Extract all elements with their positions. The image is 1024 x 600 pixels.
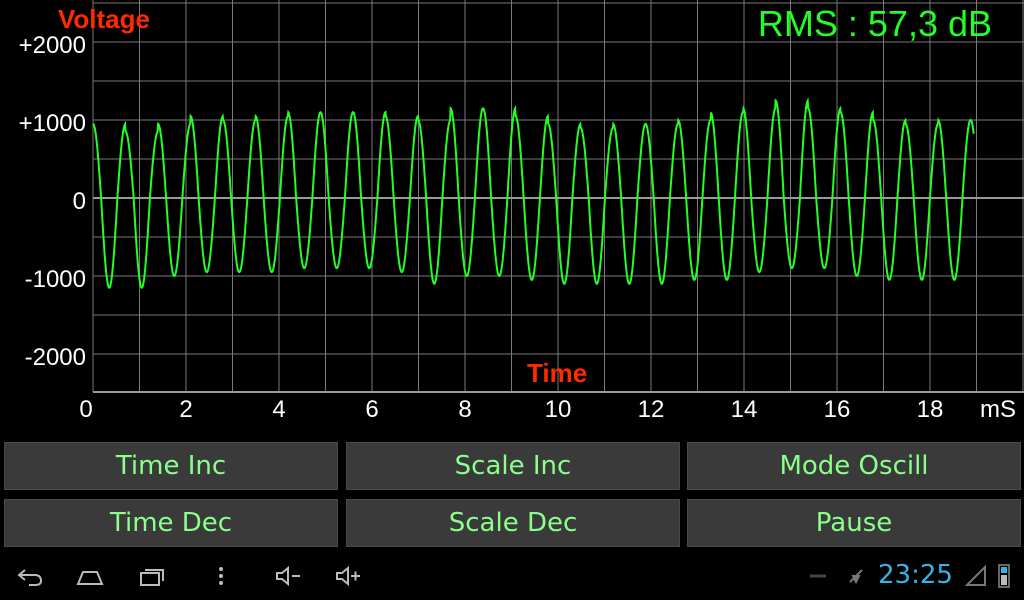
x-tick-label: 4 bbox=[272, 396, 286, 423]
battery-icon bbox=[986, 560, 1022, 592]
oscilloscope-display: Voltage Time RMS : 57,3 dB +2000 +1000 0… bbox=[18, 0, 1024, 423]
scale-inc-button[interactable]: Scale Inc bbox=[346, 442, 680, 490]
mode-button[interactable]: Mode Oscill bbox=[687, 442, 1021, 490]
x-tick-label: 6 bbox=[365, 396, 379, 423]
y-tick-label: -2000 bbox=[24, 344, 86, 371]
x-tick-label: 16 bbox=[823, 396, 851, 423]
home-icon[interactable] bbox=[72, 560, 108, 592]
y-tick-label: -1000 bbox=[24, 266, 86, 293]
system-navigation-bar: 23:25 bbox=[0, 552, 1024, 600]
wifi-off-icon bbox=[838, 560, 874, 592]
pause-button[interactable]: Pause bbox=[687, 499, 1021, 547]
y-tick-label: 0 bbox=[72, 188, 86, 215]
status-clock: 23:25 bbox=[878, 560, 953, 590]
y-axis-title: Voltage bbox=[58, 4, 150, 34]
x-axis-title: Time bbox=[527, 358, 588, 388]
x-tick-label: 12 bbox=[637, 396, 665, 423]
x-tick-label: 2 bbox=[179, 396, 193, 423]
signal-trace bbox=[92, 97, 975, 290]
x-tick-label: 14 bbox=[730, 396, 758, 423]
y-tick-label: +2000 bbox=[18, 32, 86, 59]
usb-icon bbox=[800, 560, 836, 592]
time-inc-button[interactable]: Time Inc bbox=[4, 442, 338, 490]
menu-icon[interactable] bbox=[203, 560, 239, 592]
x-tick-label: 8 bbox=[458, 396, 472, 423]
x-tick-label: 18 bbox=[916, 396, 944, 423]
scope-chart bbox=[92, 0, 1024, 393]
scale-dec-button[interactable]: Scale Dec bbox=[346, 499, 680, 547]
time-dec-button[interactable]: Time Dec bbox=[4, 499, 338, 547]
x-unit-label: mS bbox=[980, 396, 1016, 423]
recent-apps-icon[interactable] bbox=[134, 560, 170, 592]
x-tick-label: 0 bbox=[79, 396, 93, 423]
y-tick-label: +1000 bbox=[18, 110, 86, 137]
back-icon[interactable] bbox=[12, 560, 48, 592]
x-tick-label: 10 bbox=[544, 396, 572, 423]
rms-readout: RMS : 57,3 dB bbox=[757, 3, 992, 44]
signal-icon bbox=[958, 560, 994, 592]
volume-down-icon[interactable] bbox=[270, 560, 306, 592]
control-buttons: Time Inc Scale Inc Mode Oscill Time Dec … bbox=[4, 442, 1022, 548]
volume-up-icon[interactable] bbox=[330, 560, 366, 592]
